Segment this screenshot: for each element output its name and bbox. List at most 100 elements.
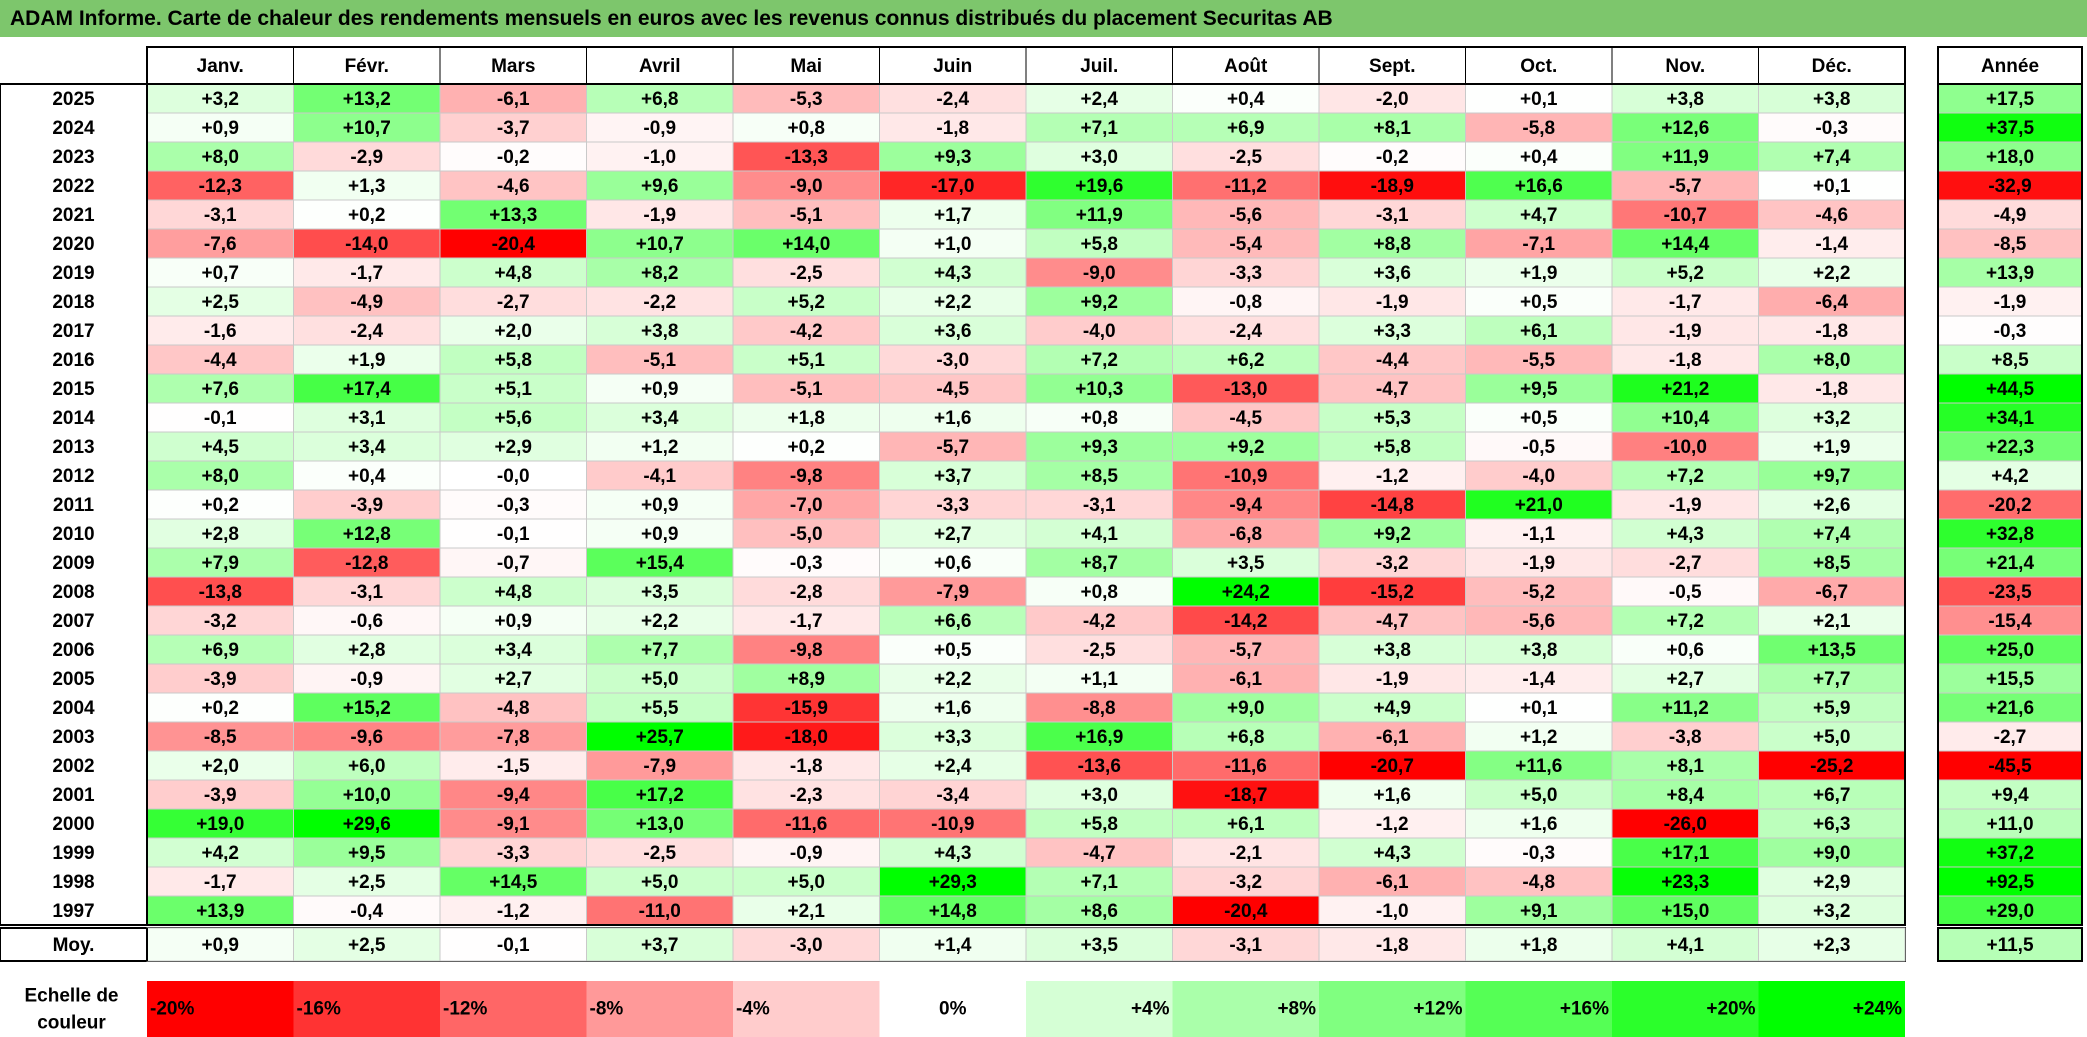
- cell-value-label: -3,1: [1083, 495, 1116, 516]
- cell-value-label: +2,2: [934, 292, 972, 313]
- cell-value-label: +3,8: [1666, 89, 1704, 110]
- year-label: 1999: [52, 843, 94, 864]
- month-header-label: Juil.: [1080, 56, 1118, 77]
- cell-value-label: -14,0: [345, 234, 388, 255]
- cell-value-label: +9,3: [1080, 437, 1118, 458]
- cell-value-label: -3,4: [936, 785, 969, 806]
- annual-value-label: +15,5: [1986, 669, 2035, 690]
- cell-value-label: +1,9: [348, 350, 386, 371]
- cell-value-label: +1,2: [1520, 727, 1558, 748]
- cell-value-label: -10,9: [1224, 466, 1267, 487]
- cell-value-label: -6,1: [1229, 669, 1262, 690]
- cell-value-label: +3,4: [494, 640, 532, 661]
- cell-value-label: -1,8: [1669, 350, 1702, 371]
- heatmap-cell: [1465, 837, 1613, 868]
- heatmap-cell: [1172, 431, 1320, 462]
- cell-value-label: +7,4: [1813, 147, 1851, 168]
- cell-value-label: +6,9: [201, 640, 239, 661]
- cell-value-label: +8,0: [201, 147, 239, 168]
- cell-value-label: +7,2: [1080, 350, 1118, 371]
- heatmap-cell: [586, 344, 734, 375]
- cell-value-label: +9,6: [641, 176, 679, 197]
- cell-value-label: +8,1: [1666, 756, 1704, 777]
- heatmap-cell: [1465, 808, 1613, 839]
- cell-value-label: -20,4: [492, 234, 536, 255]
- cell-value-label: -3,1: [1376, 205, 1409, 226]
- cell-value-label: -2,9: [350, 147, 383, 168]
- heatmap-cell: [1611, 547, 1759, 578]
- cell-value-label: +9,0: [1227, 698, 1265, 719]
- cell-value-label: -3,2: [1229, 872, 1262, 893]
- cell-value-label: +2,8: [348, 640, 386, 661]
- cell-value-label: -9,4: [497, 785, 530, 806]
- cell-value-label: -5,5: [1522, 350, 1555, 371]
- heatmap-cell: [293, 402, 441, 433]
- heatmap-cell: [1172, 373, 1320, 404]
- scale-label-value: +20%: [1706, 999, 1755, 1020]
- heatmap-cell: [1025, 837, 1173, 868]
- heatmap-cell: [1611, 431, 1759, 462]
- cell-value-label: -11,6: [785, 814, 827, 835]
- cell-value-label: +15,4: [636, 553, 685, 574]
- heatmap-cell: [1465, 431, 1613, 462]
- cell-value-label: +13,3: [489, 205, 537, 226]
- scale-swatch: [733, 981, 880, 1037]
- cell-value-label: +2,5: [201, 292, 239, 313]
- cell-value-label: -10,9: [931, 814, 974, 835]
- average-value-label: +2,3: [1813, 935, 1851, 956]
- cell-value-label: -0,1: [497, 524, 530, 545]
- cell-value-label: +15,0: [1661, 901, 1709, 922]
- heatmap-cell: [732, 431, 880, 462]
- year-label: 2006: [52, 640, 94, 661]
- heatmap-cell: [439, 663, 587, 694]
- cell-value-label: -0,0: [497, 466, 530, 487]
- heatmap-cell: [1758, 808, 1906, 839]
- scale-swatch: [879, 981, 1026, 1037]
- cell-value-label: +7,7: [641, 640, 679, 661]
- month-header-label: Oct.: [1520, 56, 1557, 77]
- heatmap-cell: [439, 315, 587, 346]
- cell-value-label: +5,0: [1520, 785, 1558, 806]
- cell-value-label: -0,2: [1376, 147, 1409, 168]
- cell-value-label: -1,7: [204, 872, 237, 893]
- heatmap-cell: [1611, 750, 1759, 781]
- average-cell: [1611, 927, 1759, 962]
- heatmap-cell: [293, 576, 441, 607]
- cell-value-label: -12,8: [345, 553, 388, 574]
- cell-value-label: +5,8: [1080, 814, 1118, 835]
- cell-value-label: +4,3: [1666, 524, 1704, 545]
- cell-value-label: -2,5: [643, 843, 676, 864]
- cell-value-label: +10,3: [1075, 379, 1123, 400]
- annual-value-label: +37,2: [1986, 843, 2034, 864]
- cell-value-label: -5,7: [1229, 640, 1262, 661]
- cell-value-label: -0,9: [643, 118, 676, 139]
- cell-value-label: -1,8: [790, 756, 823, 777]
- heatmap-cell: [439, 286, 587, 317]
- cell-value-label: +3,8: [1373, 640, 1411, 661]
- average-label: Moy.: [53, 935, 95, 956]
- cell-value-label: -0,9: [790, 843, 823, 864]
- cell-value-label: +14,4: [1661, 234, 1710, 255]
- cell-value-label: +7,6: [201, 379, 239, 400]
- cell-value-label: +9,2: [1227, 437, 1265, 458]
- heatmap-cell: [1758, 373, 1906, 404]
- cell-value-label: -14,2: [1224, 611, 1267, 632]
- cell-value-label: -0,5: [1669, 582, 1702, 603]
- cell-value-label: -0,8: [1229, 292, 1262, 313]
- heatmap-cell: [439, 750, 587, 781]
- heatmap-cell: [1318, 170, 1466, 201]
- cell-value-label: -4,9: [350, 292, 383, 313]
- scale-swatch: [1026, 981, 1173, 1037]
- cell-value-label: -0,3: [1815, 118, 1848, 139]
- year-label: 2016: [52, 350, 94, 371]
- cell-value-label: +3,4: [641, 408, 679, 429]
- cell-value-label: -1,9: [1522, 553, 1555, 574]
- cell-value-label: -5,7: [936, 437, 969, 458]
- cell-value-label: -5,2: [1522, 582, 1555, 603]
- cell-value-label: -10,0: [1664, 437, 1707, 458]
- heatmap-cell: [1025, 895, 1173, 926]
- annual-value-label: +34,1: [1986, 408, 2035, 429]
- heatmap-cell: [879, 663, 1027, 694]
- cell-value-label: -3,2: [204, 611, 237, 632]
- scale-label-value: 0%: [939, 999, 967, 1020]
